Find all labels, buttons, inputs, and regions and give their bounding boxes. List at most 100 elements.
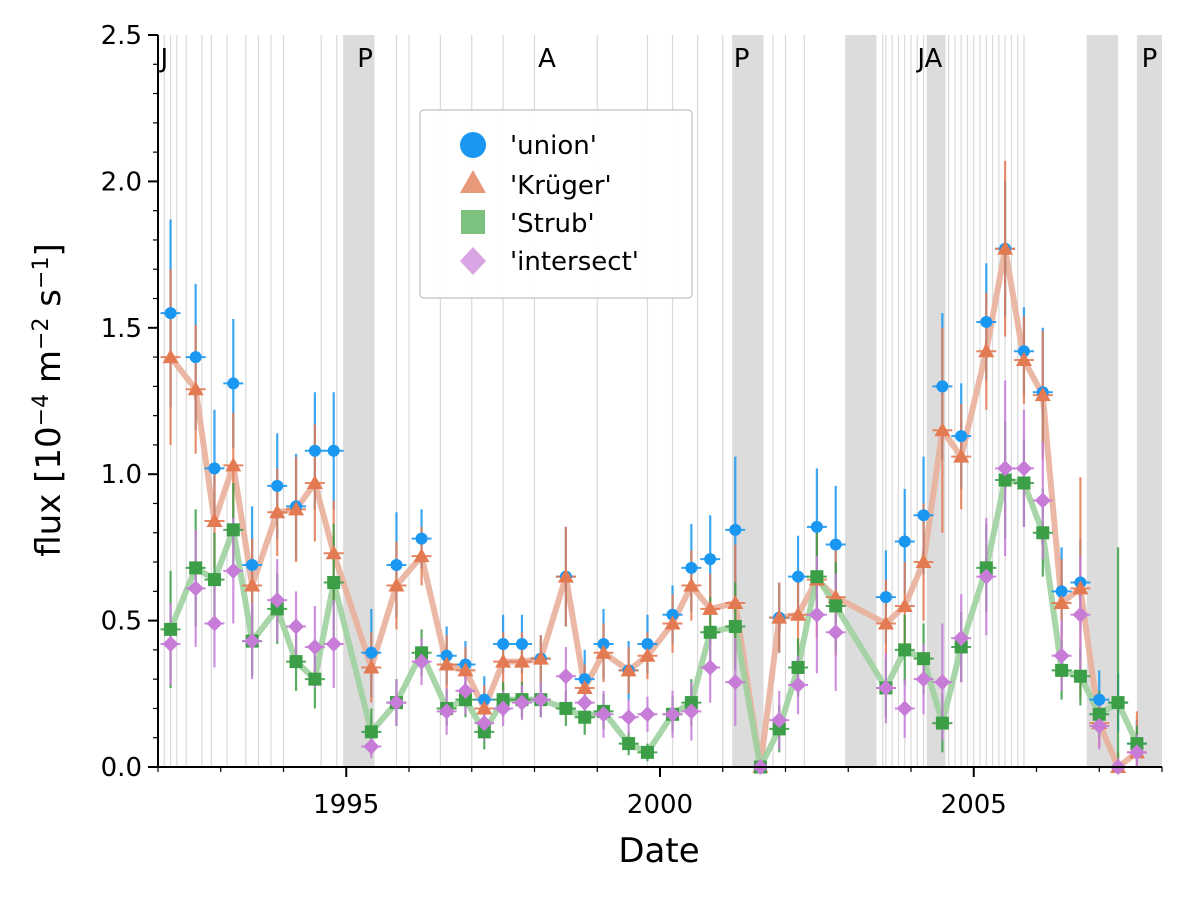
marker-2-21 [622,737,636,751]
legend-kruger-label: 'Krüger' [510,171,612,201]
marker-2-40 [1036,526,1050,540]
legend-union-marker [460,132,486,158]
marker-3-6 [288,618,305,635]
marker-1-24 [683,577,700,592]
marker-3-7 [306,638,323,655]
marker-2-30 [810,570,824,584]
marker-3-4 [244,633,261,650]
marker-1-33 [896,597,913,612]
marker-1-40 [1034,387,1051,402]
region-label-1: P [357,44,373,74]
marker-0-16 [515,638,528,651]
marker-1-1 [187,381,204,396]
marker-2-3 [226,523,240,537]
x-tick-label-2: 2005 [941,790,1007,820]
marker-1-7 [306,474,323,489]
region-labels: J P A P JA P [158,44,1157,74]
marker-3-11 [413,653,430,670]
marker-1-37 [978,343,995,358]
marker-1-12 [438,656,455,671]
marker-2-35 [935,716,949,730]
marker-3-45 [1128,744,1145,761]
marker-3-23 [664,706,681,723]
marker-0-24 [685,561,698,574]
marker-1-35 [934,422,951,437]
marker-1-8 [325,545,342,560]
marker-1-11 [413,548,430,563]
marker-3-36 [953,630,970,647]
marker-3-1 [187,580,204,597]
marker-2-2 [207,573,221,587]
marker-0-2 [208,462,221,475]
marker-1-18 [557,568,574,583]
marker-3-9 [363,738,380,755]
marker-2-28 [772,722,786,736]
marker-3-33 [896,700,913,717]
marker-2-41 [1055,663,1069,677]
marker-2-37 [979,561,993,575]
marker-1-28 [771,609,788,624]
x-tick-label-1: 2000 [627,790,693,820]
marker-2-22 [640,745,654,759]
marker-1-16 [513,653,530,668]
ticks: 0.0 0.5 1.0 1.5 2.0 2.5 1995 2000 2005 [101,21,1163,820]
region-label-4: JA [915,44,942,74]
marker-2-15 [496,693,510,707]
marker-0-29 [810,520,823,533]
marker-3-26 [727,674,744,691]
marker-2-11 [415,646,429,660]
shaded-period-2 [845,35,877,767]
marker-3-19 [576,694,593,711]
marker-3-41 [1053,647,1070,664]
marker-3-10 [388,694,405,711]
marker-3-34 [915,671,932,688]
marker-3-37 [978,568,995,585]
legend-box [419,109,693,299]
marker-0-42 [1093,693,1106,706]
marker-0-34 [936,380,949,393]
marker-2-33 [898,643,912,657]
marker-0-33 [917,509,930,522]
y-tick-label-5: 2.5 [101,21,142,51]
legend: 'union' 'Krüger' 'Strub' 'intersect' [419,109,693,299]
marker-3-40 [1034,492,1051,509]
marker-2-13 [458,693,472,707]
legend-intersect-label: 'intersect' [510,247,639,277]
marker-3-43 [1091,718,1108,735]
marker-1-22 [639,647,656,662]
marker-3-3 [225,562,242,579]
marker-2-8 [327,576,341,590]
series-lines [167,245,1140,770]
marker-0-28 [792,570,805,583]
region-label-3: P [734,44,750,74]
marker-1-2 [206,513,223,528]
marker-0-10 [390,558,403,571]
shaded-period-4 [1086,35,1119,767]
marker-3-15 [495,700,512,717]
y-tick-label-1: 0.5 [101,607,142,637]
marker-1-6 [288,501,305,516]
marker-2-14 [477,725,491,739]
marker-0-9 [365,646,378,659]
marker-3-8 [325,636,342,653]
marker-2-19 [578,710,592,724]
marker-0-23 [666,608,679,621]
marker-2-0 [164,622,178,636]
marker-1-29 [790,606,807,621]
marker-0-4 [246,558,259,571]
y-tick-label-2: 1.0 [101,460,142,490]
marker-1-17 [532,650,549,665]
marker-3-39 [1015,460,1032,477]
marker-0-30 [829,538,842,551]
marker-1-0 [162,349,179,364]
marker-3-29 [790,677,807,694]
x-tick-label-0: 1995 [313,790,379,820]
marker-2-42 [1073,669,1087,683]
marker-1-10 [388,577,405,592]
marker-3-21 [620,709,637,726]
marker-1-21 [620,662,637,677]
marker-3-14 [476,715,493,732]
marker-3-38 [997,460,1014,477]
marker-2-31 [829,599,843,613]
